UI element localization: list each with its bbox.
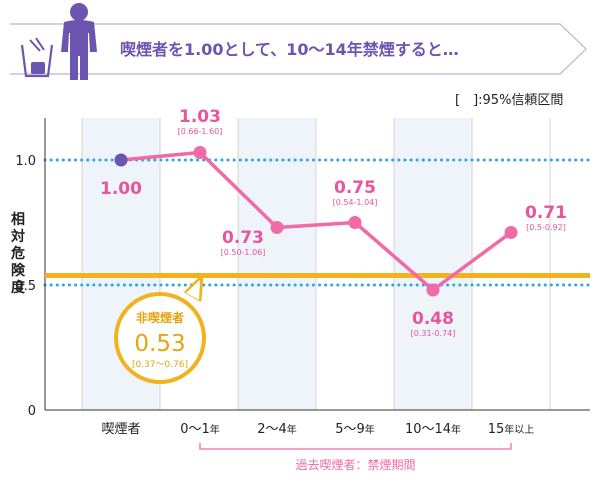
x-tick-suffix: 年	[365, 423, 375, 436]
ci-note: [ ]:95%信頼区間	[455, 93, 563, 108]
baseline-value: 0.53	[134, 331, 185, 357]
x-tick-main: 0〜1	[180, 422, 210, 437]
series-polyline	[120, 150, 513, 292]
x-tick-suffix: 年以上	[504, 423, 534, 436]
data-point	[348, 216, 362, 229]
x-tick-label: 0〜1年	[180, 422, 220, 437]
data-point	[426, 283, 440, 297]
data-ci-label: [0.50-1.06]	[221, 248, 266, 257]
data-value-label: 0.75	[334, 178, 376, 198]
y-tick-label: 0	[28, 404, 36, 419]
callout-pointer-fill	[186, 280, 200, 300]
baseline-name: 非喫煙者	[136, 310, 184, 325]
trash-can-icon	[20, 37, 54, 78]
x-tick-label: 15年以上	[488, 422, 535, 437]
y-tick-label: 0.5	[15, 279, 36, 294]
header-banner: 喫煙者を1.00として、10〜14年禁煙すると…	[10, 3, 587, 80]
data-value-label: 0.71	[525, 203, 567, 223]
data-ci-label: [0.31-0.74]	[411, 329, 456, 338]
callout-bubble	[114, 292, 206, 384]
data-ci-label: [0.66-1.60]	[178, 127, 223, 136]
y-tick-labels: 1.0 0.5 0	[15, 154, 36, 419]
data-point	[114, 153, 128, 167]
series-line: 1.001.03[0.66-1.60]0.73[0.50-1.06]0.75[0…	[100, 107, 567, 338]
data-ci-label: [0.5-0.92]	[526, 223, 566, 232]
y-tick-label: 1.0	[15, 154, 36, 169]
x-group-label: 過去喫煙者：禁煙期間	[295, 458, 415, 472]
data-point	[504, 226, 518, 239]
data-value-label: 1.00	[100, 179, 142, 199]
y-axis-label-char: 険	[11, 262, 26, 279]
baseline-ci: [0.37〜0.76]	[132, 360, 188, 370]
non-smoker-baseline: 非喫煙者 0.53 [0.37〜0.76]	[45, 273, 590, 384]
x-tick-suffix: 年	[451, 423, 461, 436]
y-axis-label-char: 相	[11, 211, 25, 228]
data-ci-label: [0.54-1.04]	[333, 198, 378, 207]
y-axis-label-char: 度	[11, 279, 26, 296]
y-axis-label-char: 対	[10, 228, 25, 245]
x-tick-label: 喫煙者	[101, 422, 140, 437]
data-point	[270, 221, 284, 234]
x-tick-labels: 喫煙者 0〜1年 2〜4年 5〜9年 10〜14年 15年以上	[101, 422, 534, 437]
x-tick-main: 5〜9	[335, 422, 365, 437]
data-value-label: 1.03	[179, 107, 221, 127]
shaded-column-band	[394, 118, 472, 410]
x-tick-label: 5〜9年	[335, 422, 375, 437]
data-value-label: 0.48	[412, 309, 454, 329]
smoker-icon	[61, 3, 97, 80]
x-tick-main: 喫煙者	[101, 422, 140, 437]
x-tick-suffix: 年	[210, 423, 220, 436]
x-tick-main: 10〜14	[405, 422, 451, 437]
header-arrow-shape	[10, 23, 587, 75]
x-tick-label: 10〜14年	[405, 422, 461, 437]
x-tick-label: 2〜4年	[257, 422, 297, 437]
group-bracket-line	[199, 443, 512, 450]
x-tick-suffix: 年	[287, 423, 297, 436]
y-axis-label-char: 危	[10, 245, 25, 262]
header-title: 喫煙者を1.00として、10〜14年禁煙すると…	[120, 40, 459, 59]
x-tick-main: 2〜4	[257, 422, 287, 437]
data-value-label: 0.73	[222, 228, 264, 248]
x-tick-main: 15	[488, 422, 505, 437]
shaded-column-band	[238, 118, 316, 410]
x-group-bracket: 過去喫煙者：禁煙期間	[199, 443, 512, 472]
data-point	[193, 146, 207, 159]
